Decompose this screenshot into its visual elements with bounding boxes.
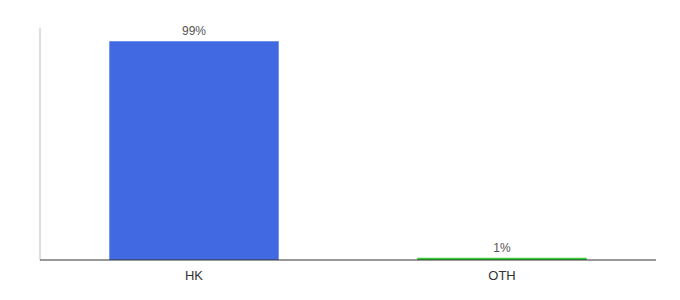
x-tick-label: OTH [488, 268, 515, 283]
chart-container: HK OTH 99% 1% [0, 0, 680, 300]
bar [109, 41, 278, 260]
x-axis-line [40, 259, 656, 260]
data-label: 99% [182, 24, 206, 38]
y-axis-line [40, 28, 41, 260]
chart: HK OTH 99% 1% [0, 0, 680, 300]
data-label: 1% [493, 241, 511, 255]
bars [109, 41, 586, 260]
x-tick-label: HK [185, 268, 203, 283]
